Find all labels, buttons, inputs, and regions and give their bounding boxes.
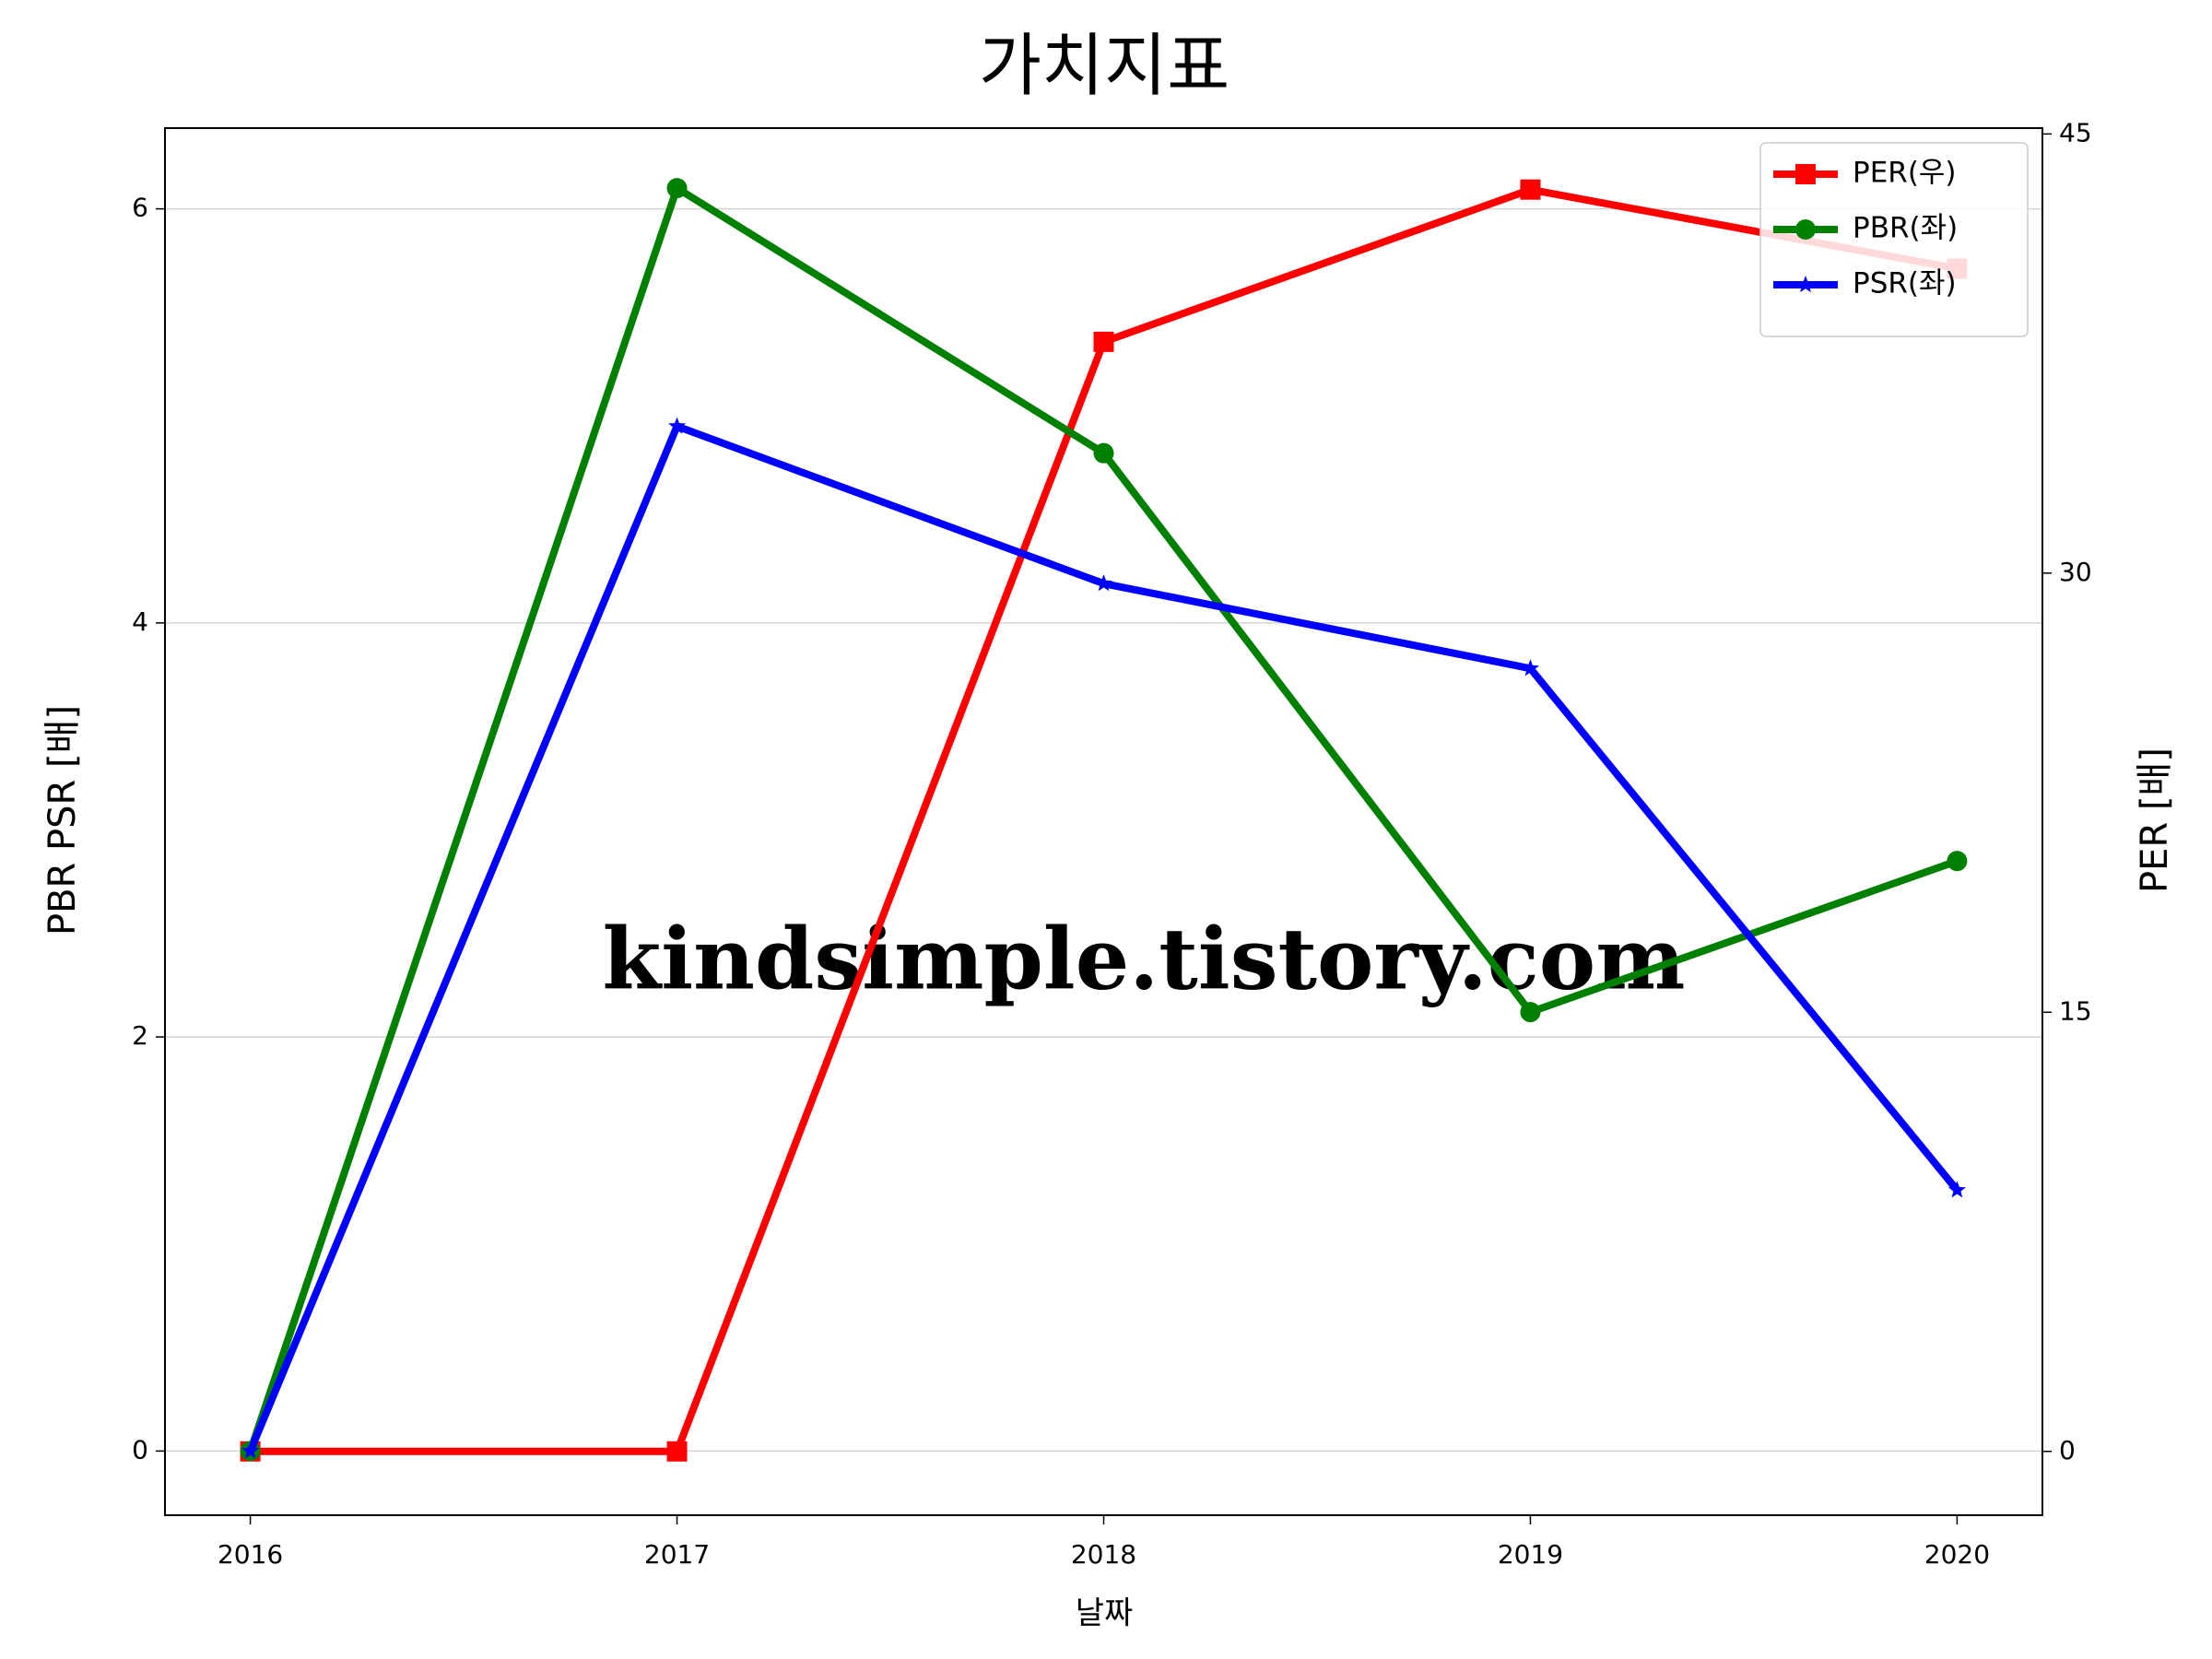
y2-tick-label: 45 xyxy=(2059,117,2092,147)
y2-tick-label: 15 xyxy=(2059,995,2092,1026)
x-tick-label: 2018 xyxy=(1071,1539,1136,1570)
marker xyxy=(1520,1002,1541,1023)
marker xyxy=(666,1441,688,1462)
legend-label: PSR(좌) xyxy=(1853,267,1957,300)
marker xyxy=(1795,164,1816,184)
marker xyxy=(241,1441,260,1459)
marker xyxy=(1093,331,1114,352)
y2-tick-label: 0 xyxy=(2059,1435,2076,1465)
legend-label: PER(우) xyxy=(1853,157,1957,190)
watermark: kindsimple.tistory.com xyxy=(602,910,1685,1009)
x-axis-label: 날짜 xyxy=(1076,1595,1134,1632)
y-tick-label: 2 xyxy=(132,1020,148,1051)
plot-frame xyxy=(164,127,2043,1516)
legend: PER(우) PBR(좌) PSR(좌) xyxy=(1759,142,2029,337)
marker xyxy=(1947,1181,1966,1198)
y-axis-label: PBR PSR [배] xyxy=(41,705,84,935)
y-tick-label: 6 xyxy=(132,193,148,223)
marker xyxy=(1520,179,1541,200)
marker xyxy=(668,417,687,434)
marker xyxy=(1796,276,1815,293)
legend-label: PBR(좌) xyxy=(1853,212,1958,245)
y-tick-label: 0 xyxy=(132,1434,148,1465)
x-tick-label: 2019 xyxy=(1498,1539,1563,1570)
marker xyxy=(1095,574,1112,592)
x-tick-label: 2016 xyxy=(218,1539,283,1570)
series-line xyxy=(250,185,1959,1455)
marker xyxy=(1947,851,1968,872)
y2-tick-label: 30 xyxy=(2059,557,2092,587)
chart-title: 가치지표 xyxy=(979,27,1230,106)
marker xyxy=(1093,442,1114,464)
marker xyxy=(1795,219,1816,240)
x-tick-label: 2017 xyxy=(644,1539,710,1570)
series-line xyxy=(246,184,1959,1453)
marker xyxy=(1521,659,1539,677)
x-tick-label: 2020 xyxy=(1924,1539,1990,1570)
marker xyxy=(666,178,688,199)
y2-axis-label: PER [배] xyxy=(2134,747,2176,893)
y-tick-label: 4 xyxy=(132,606,148,637)
